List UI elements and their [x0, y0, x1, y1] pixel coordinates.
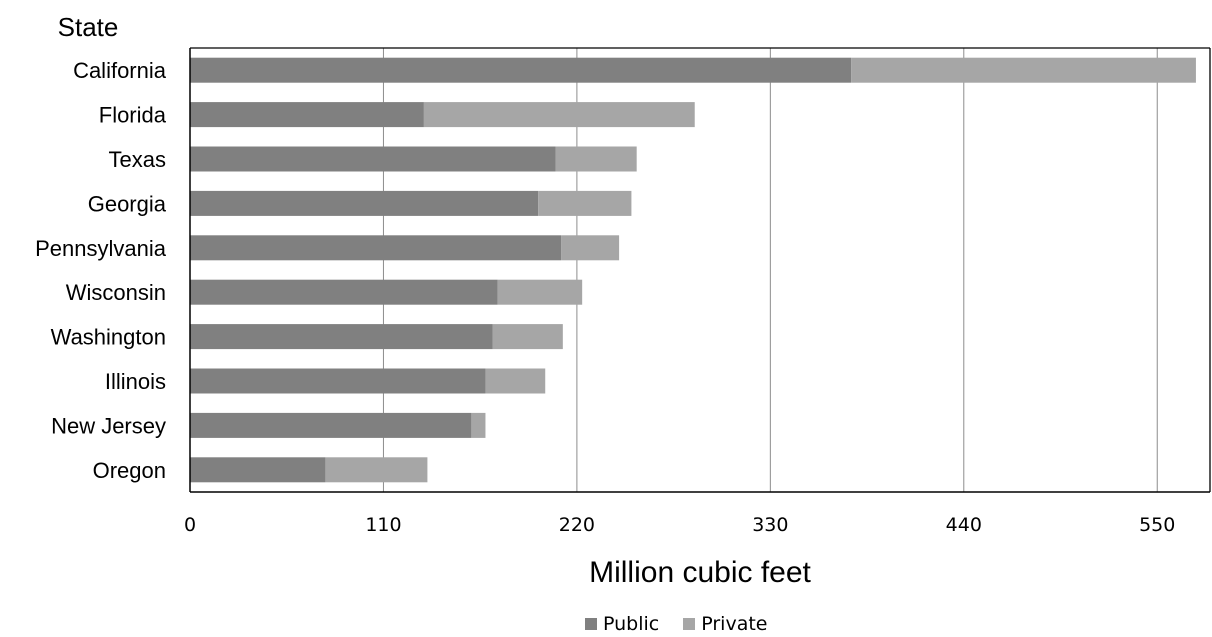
y-tick-label-oregon: Oregon [93, 458, 166, 483]
bar-texas-public [190, 146, 556, 172]
legend: Public Private [585, 612, 767, 636]
bar-washington-private [492, 324, 563, 350]
bar-wisconsin-private [497, 279, 583, 305]
x-tick-label-220: 220 [559, 514, 595, 536]
y-tick-label-texas: Texas [109, 147, 166, 172]
bar-chart: California Florida Texas Georgia Pennsylvani… [35, 12, 1211, 589]
labels: California Florida Texas Georgia Pennsylvani… [35, 58, 1175, 536]
x-tick-label-330: 330 [752, 514, 788, 536]
bar-california-private [851, 57, 1196, 83]
bar-illinois-public [190, 368, 486, 394]
legend-item-private: Private [683, 613, 767, 635]
bar-oregon-private [325, 457, 428, 483]
y-tick-label-pennsylvania: Pennsylvania [35, 236, 167, 261]
bar-pennsylvania-public [190, 235, 562, 261]
bar-illinois-private [485, 368, 546, 394]
y-tick-label-illinois: Illinois [105, 369, 166, 394]
x-tick-label-110: 110 [365, 514, 401, 536]
bar-georgia-public [190, 190, 539, 216]
bar-pennsylvania-private [561, 235, 620, 261]
bar-new-jersey-private [471, 412, 486, 438]
bars [190, 57, 1196, 483]
x-tick-label-440: 440 [946, 514, 982, 536]
legend-swatch-public [585, 618, 597, 630]
bar-georgia-private [538, 190, 632, 216]
bar-oregon-public [190, 457, 326, 483]
bar-wisconsin-public [190, 279, 498, 305]
y-tick-label-california: California [73, 58, 167, 83]
legend-label-public: Public [603, 613, 660, 635]
bar-new-jersey-public [190, 412, 472, 438]
axes [189, 47, 1211, 493]
bar-florida-public [190, 102, 424, 128]
legend-item-public: Public [585, 613, 659, 635]
bar-florida-private [423, 102, 695, 128]
y-tick-label-florida: Florida [99, 103, 167, 128]
y-tick-label-washington: Washington [51, 325, 166, 350]
legend-swatch-private [683, 618, 696, 630]
x-tick-label-0: 0 [184, 514, 196, 536]
bar-washington-public [190, 324, 493, 350]
y-tick-label-georgia: Georgia [88, 191, 167, 216]
bar-texas-private [555, 146, 637, 172]
x-tick-label-550: 550 [1139, 514, 1175, 536]
y-axis-title: State [58, 12, 119, 42]
x-axis-title: Million cubic feet [589, 556, 811, 589]
y-tick-label-wisconsin: Wisconsin [66, 280, 166, 305]
bar-california-public [190, 57, 852, 83]
y-tick-label-new-jersey: New Jersey [51, 413, 166, 438]
legend-label-private: Private [701, 613, 768, 635]
